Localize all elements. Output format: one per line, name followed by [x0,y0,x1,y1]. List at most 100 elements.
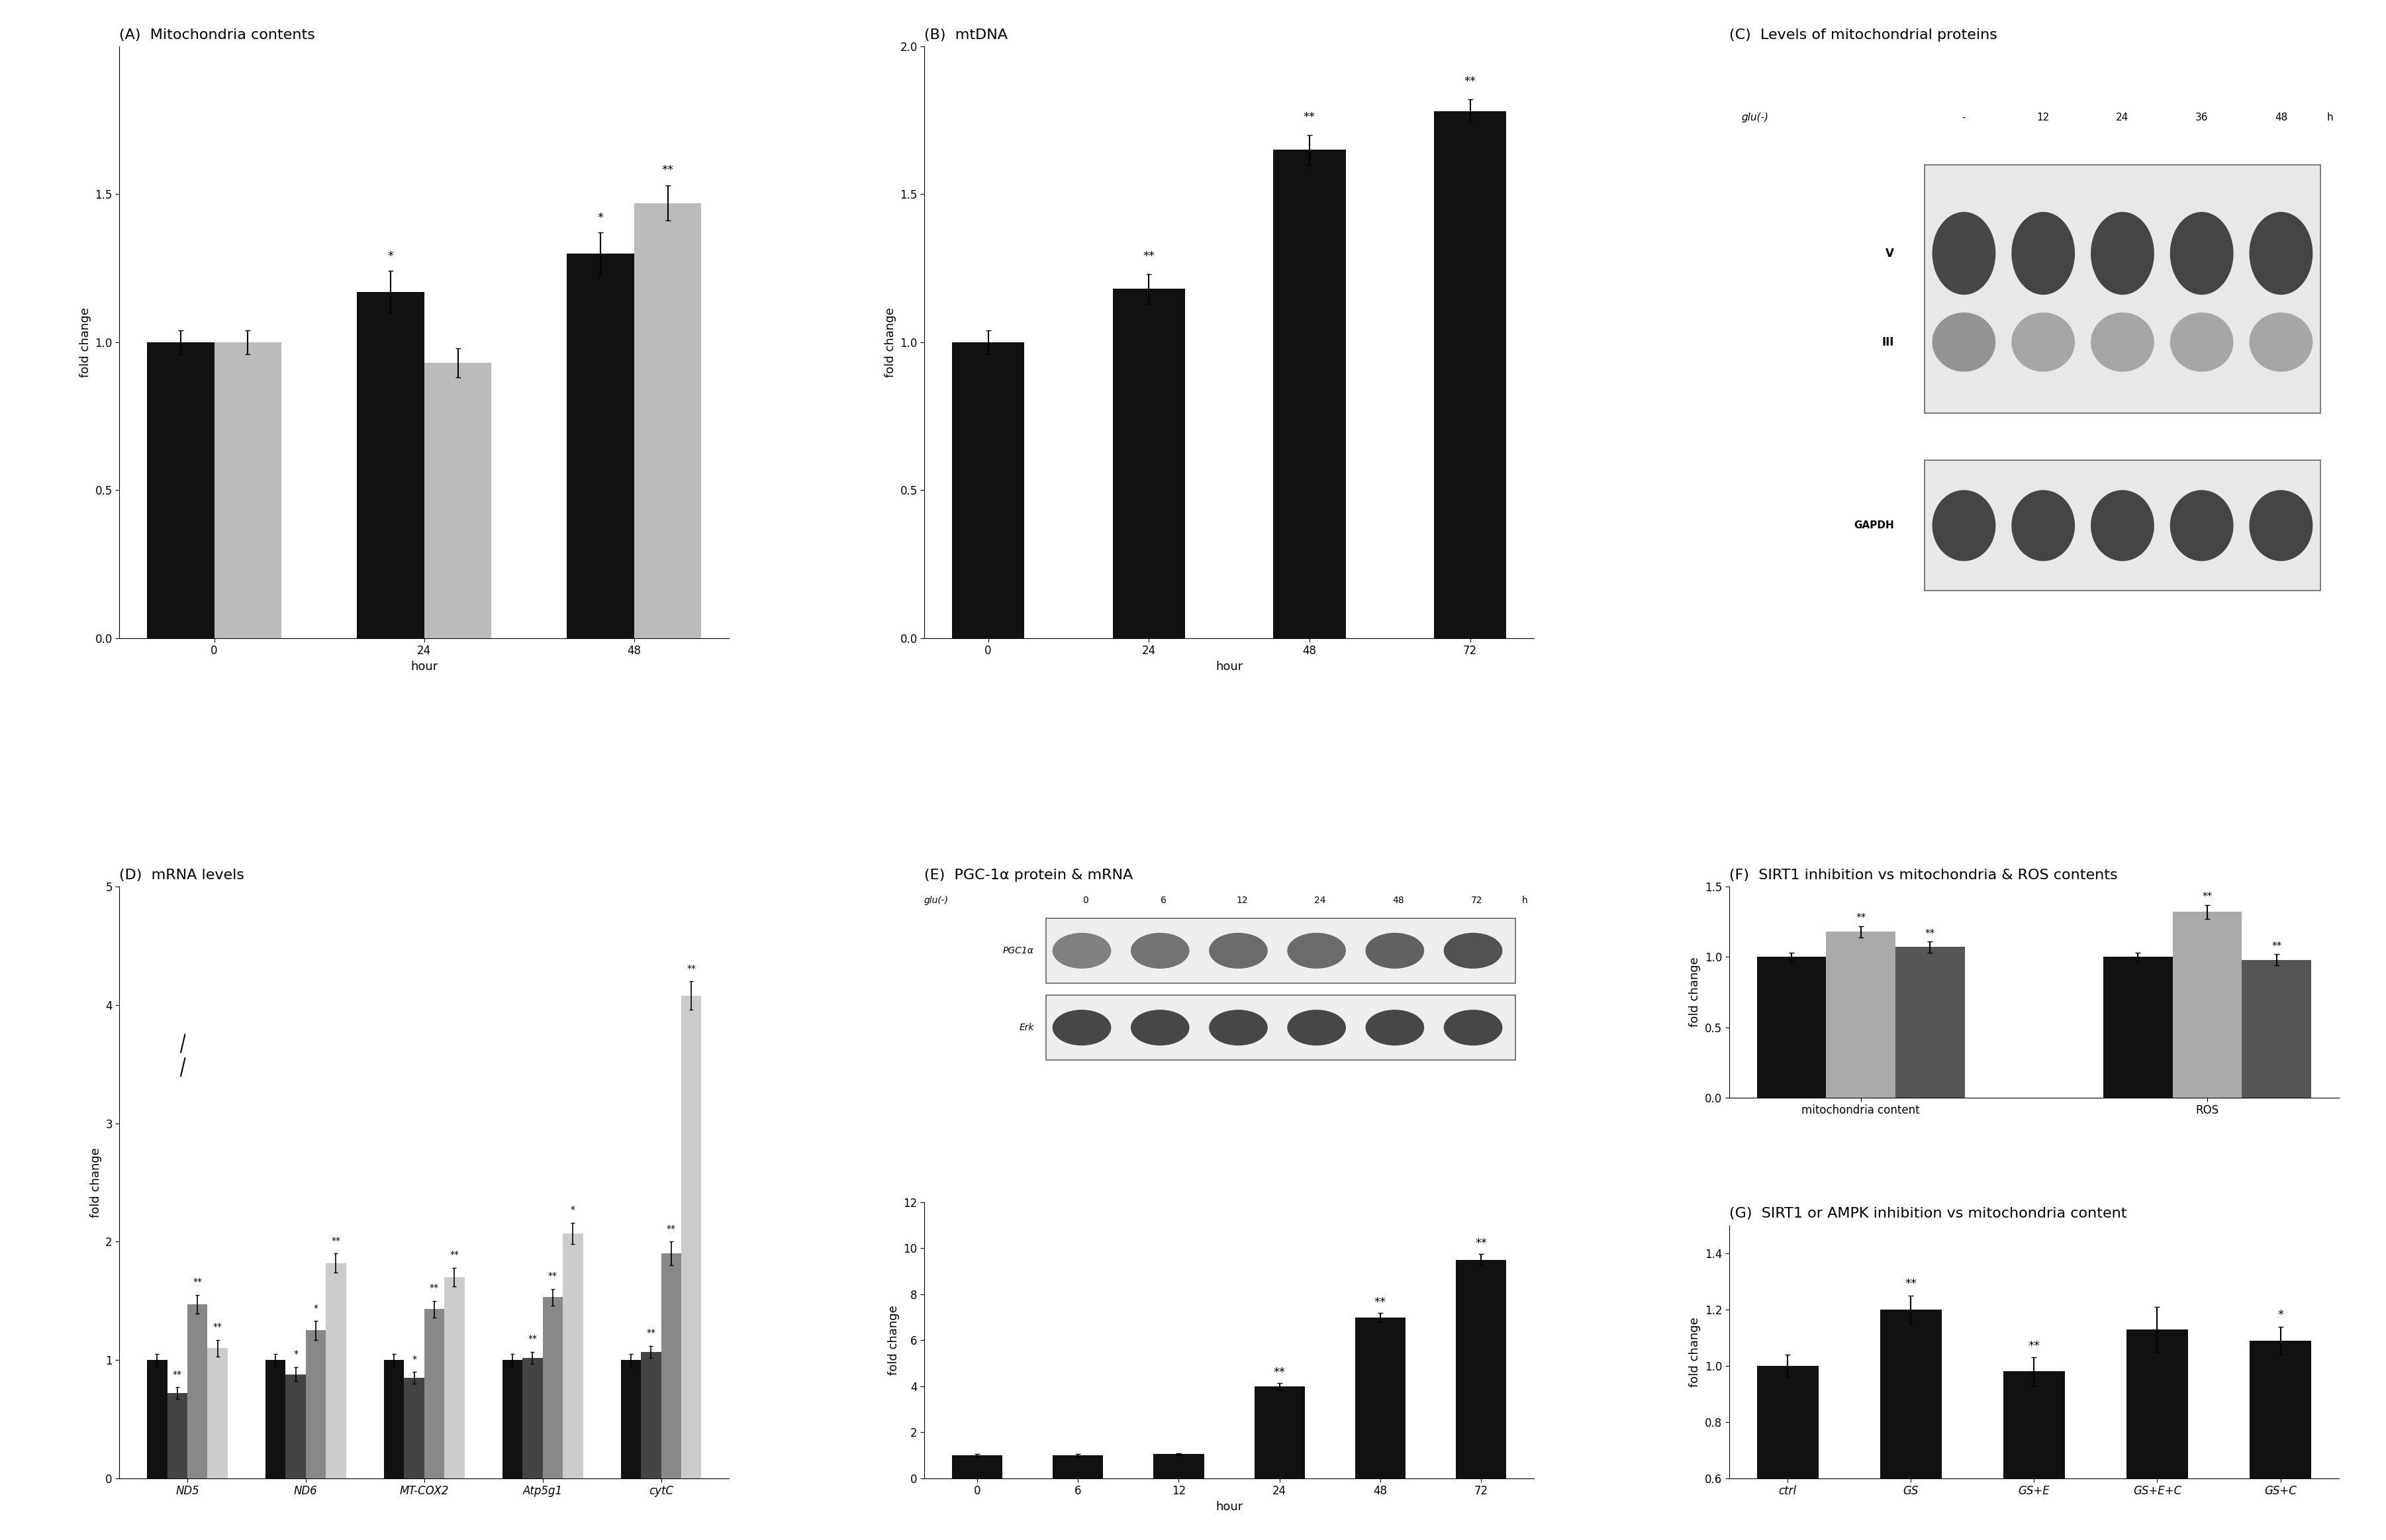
Bar [680,995,701,1478]
Text: **: ** [1143,251,1155,262]
Text: **: ** [549,1272,558,1281]
Bar [620,1360,642,1478]
Text: **: ** [1274,1366,1286,1378]
Text: **: ** [449,1250,458,1260]
Bar [1825,932,1894,1098]
Bar [2002,1372,2064,1540]
FancyBboxPatch shape [1045,995,1515,1060]
Bar [1255,1386,1305,1478]
Bar [358,291,425,638]
Bar [215,342,282,638]
Y-axis label: fold change: fold change [888,1306,900,1375]
Text: *: * [413,1354,415,1363]
Text: **: ** [172,1369,181,1378]
Bar [2240,959,2310,1098]
Text: (B)  mtDNA: (B) mtDNA [923,28,1007,42]
Text: 72: 72 [1470,896,1482,906]
Ellipse shape [1933,313,1995,371]
Text: 24: 24 [1315,896,1327,906]
Bar [1455,1260,1506,1478]
X-axis label: hour: hour [410,661,437,673]
Text: glu(-): glu(-) [1742,112,1768,122]
Text: *: * [2276,1309,2283,1321]
X-axis label: hour: hour [1214,661,1243,673]
Bar [384,1360,403,1478]
Bar [1880,1309,1942,1540]
Text: 0: 0 [1083,896,1088,906]
Bar [952,342,1024,638]
Ellipse shape [2090,213,2155,294]
Text: *: * [596,213,604,223]
Text: **: ** [1475,1238,1486,1249]
Text: 36: 36 [2195,112,2207,122]
Text: (F)  SIRT1 inhibition vs mitochondria & ROS contents: (F) SIRT1 inhibition vs mitochondria & R… [1730,869,2116,882]
FancyBboxPatch shape [1923,460,2319,591]
Text: 48: 48 [1391,896,1403,906]
Ellipse shape [1286,1010,1346,1046]
Bar [1274,149,1346,638]
Text: **: ** [1926,929,1935,938]
Text: **: ** [666,1224,675,1234]
Ellipse shape [2090,313,2155,371]
Ellipse shape [1286,933,1346,969]
Bar [1112,290,1183,638]
Ellipse shape [2011,313,2073,371]
Ellipse shape [1933,213,1995,294]
Text: **: ** [687,964,697,973]
Text: 24: 24 [2116,112,2128,122]
Bar [2250,1340,2310,1540]
Text: -: - [1961,112,1966,122]
Bar [425,363,492,638]
Y-axis label: fold change: fold change [1689,1317,1701,1388]
Bar [1894,947,1964,1098]
Bar [403,1378,425,1478]
Y-axis label: fold change: fold change [885,306,897,377]
Bar [2171,912,2240,1098]
Text: **: ** [527,1334,537,1343]
Text: **: ** [661,165,673,177]
Text: Erk: Erk [1019,1023,1033,1032]
Text: *: * [387,251,394,262]
Bar [503,1360,523,1478]
Bar [542,1297,563,1478]
Bar [1152,1454,1203,1478]
Bar [1052,1455,1102,1478]
Ellipse shape [2169,213,2233,294]
Text: (G)  SIRT1 or AMPK inhibition vs mitochondria content: (G) SIRT1 or AMPK inhibition vs mitochon… [1730,1207,2126,1221]
Text: **: ** [212,1323,222,1332]
Text: **: ** [2271,941,2281,952]
Ellipse shape [2011,490,2073,561]
Ellipse shape [2169,313,2233,371]
Text: **: ** [2028,1340,2040,1352]
Text: **: ** [1856,913,1866,922]
Bar [635,203,701,638]
Ellipse shape [2011,213,2073,294]
Bar [2102,956,2171,1098]
Text: **: ** [1374,1297,1386,1307]
Text: *: * [570,1206,575,1215]
Bar [444,1277,465,1478]
Ellipse shape [1365,933,1424,969]
Bar [305,1331,327,1478]
Text: (D)  mRNA levels: (D) mRNA levels [119,869,243,882]
Bar [563,1234,582,1478]
Text: III: III [1880,336,1892,348]
FancyBboxPatch shape [1923,165,2319,413]
Text: PGC1α: PGC1α [1002,946,1033,955]
Bar [523,1358,542,1478]
Bar [186,1304,208,1478]
Ellipse shape [2090,490,2155,561]
Text: **: ** [193,1277,203,1286]
Text: *: * [293,1349,298,1358]
Text: **: ** [429,1283,439,1292]
Bar [568,254,635,638]
Bar [148,342,215,638]
Text: glu(-): glu(-) [923,896,950,906]
Bar [1434,111,1506,638]
Text: 6: 6 [1160,896,1167,906]
Text: **: ** [332,1237,341,1246]
Bar [1756,1366,1818,1540]
Text: *: * [313,1303,317,1312]
Bar [642,1352,661,1478]
Bar [265,1360,286,1478]
